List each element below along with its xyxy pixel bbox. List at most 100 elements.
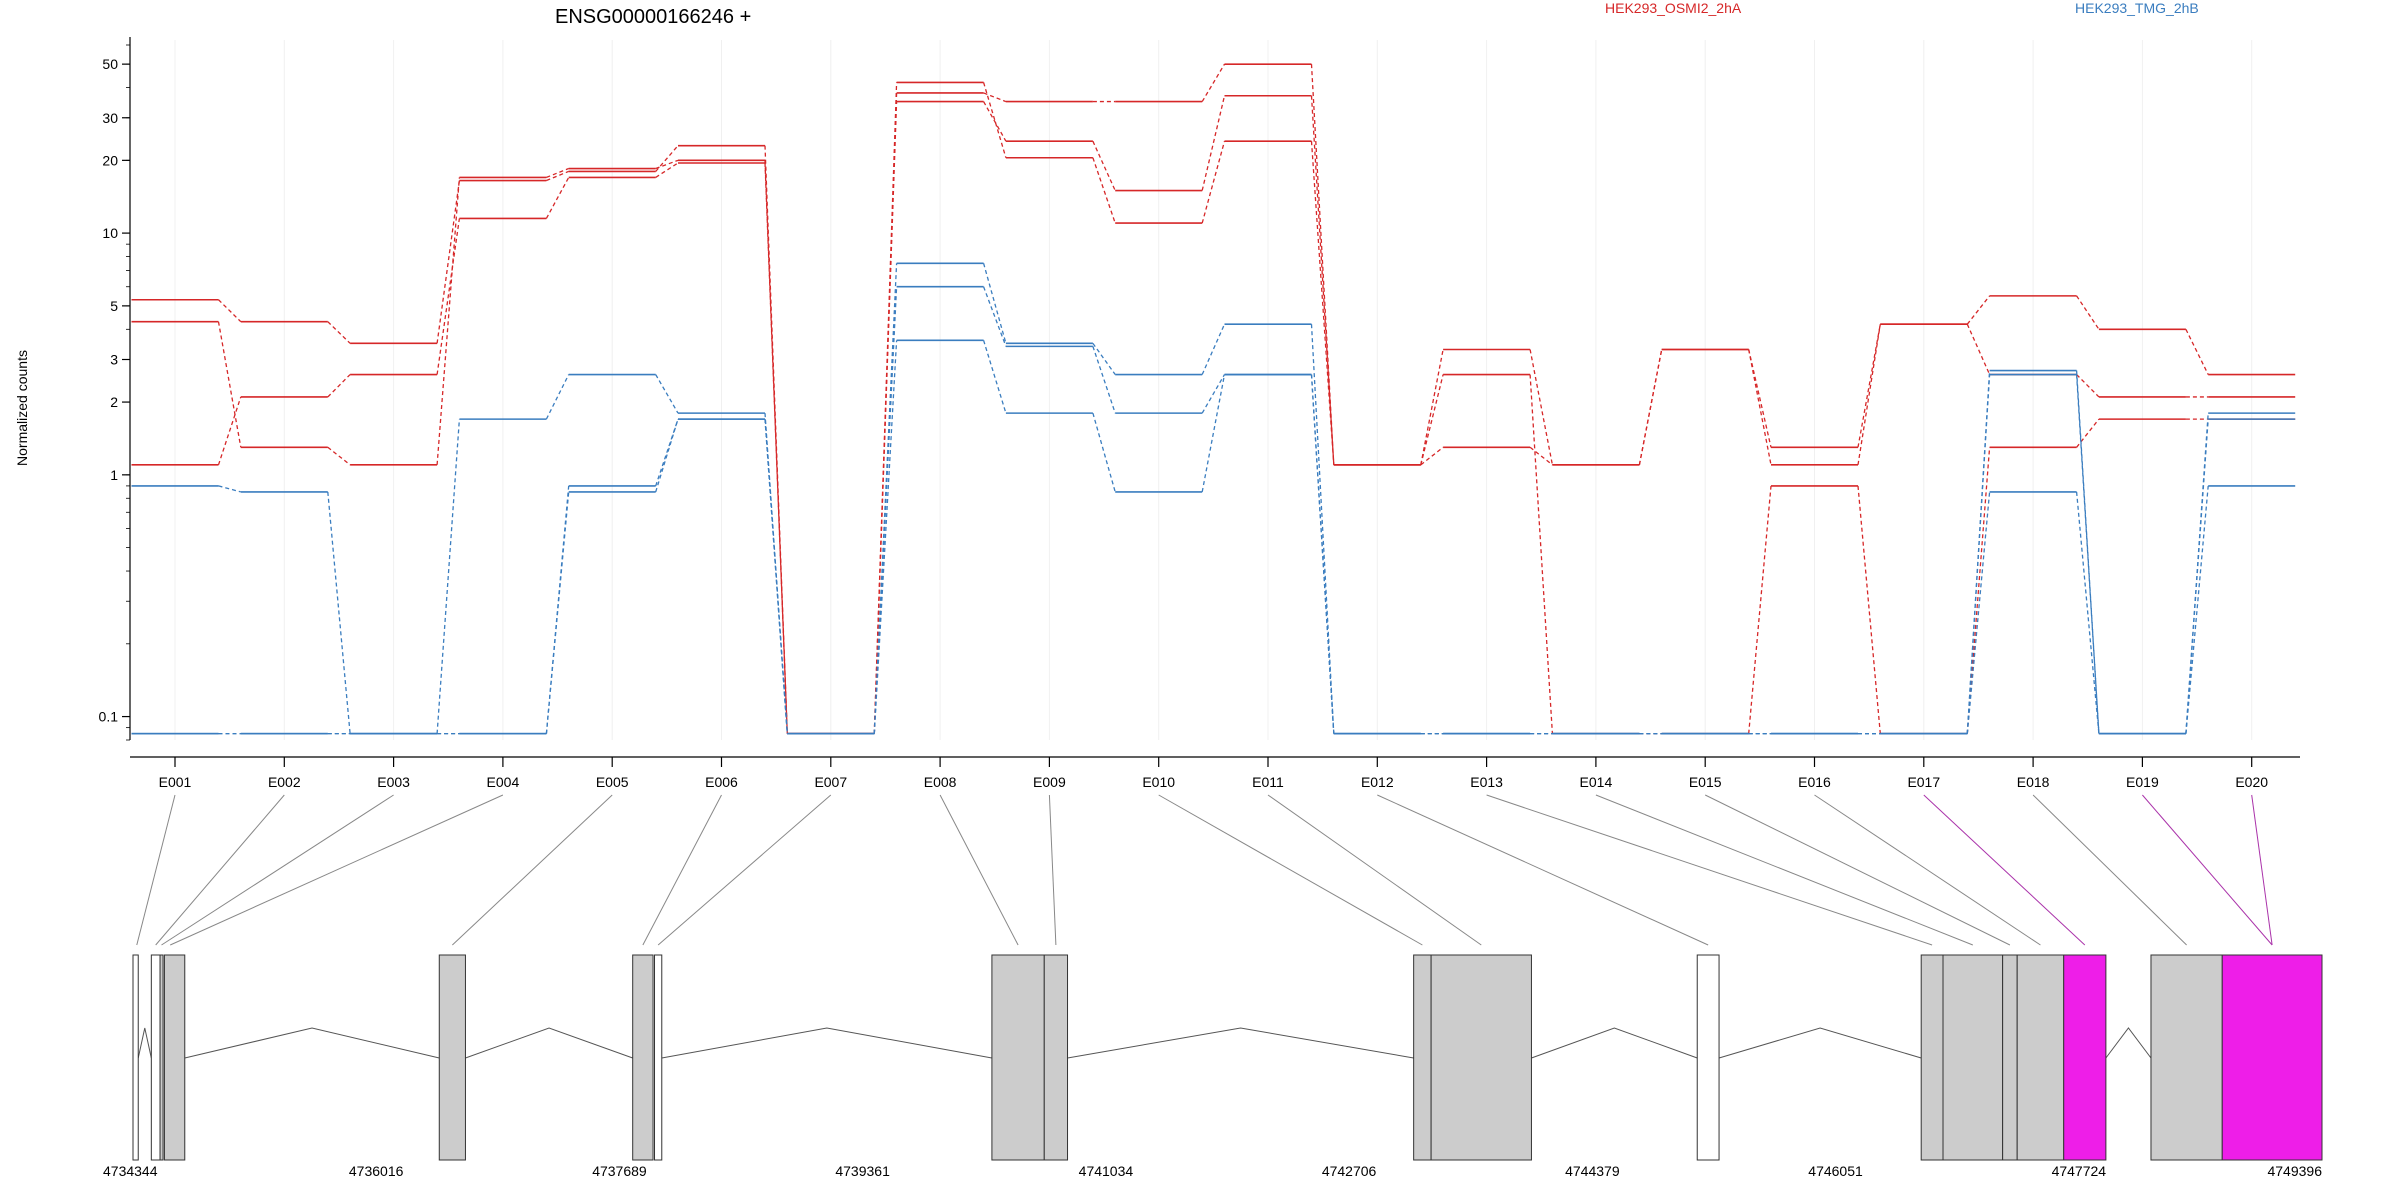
bin-link <box>155 794 285 946</box>
data-transition <box>655 374 679 414</box>
exon-box <box>132 954 139 1161</box>
data-transition <box>1201 374 1226 493</box>
x-tick-label-e009: E009 <box>1033 774 1066 790</box>
bin-link <box>657 794 832 946</box>
data-transition <box>1748 349 1772 465</box>
data-transition <box>1092 140 1116 191</box>
genomic-coordinate-label: 4741034 <box>1079 1163 1134 1179</box>
bin-link <box>1814 794 2041 946</box>
bin-link <box>1158 794 1423 946</box>
intron-line <box>465 1027 633 1059</box>
x-tick-label-e011: E011 <box>1252 774 1284 790</box>
data-transition <box>1310 374 1335 734</box>
data-transition <box>327 446 351 466</box>
exon-box <box>163 954 186 1161</box>
x-tick-label-e017: E017 <box>1907 774 1940 790</box>
y-tick-label: 0.1 <box>99 709 119 725</box>
data-transition <box>545 491 570 734</box>
series-2 <box>131 81 2296 735</box>
series-3 <box>131 262 2296 735</box>
data-transition <box>1310 141 1335 465</box>
bin-link <box>2251 794 2273 946</box>
data-transition <box>1966 295 1991 325</box>
x-tick-label-e007: E007 <box>814 774 847 790</box>
bin-to-exon-links <box>136 794 2273 946</box>
genomic-coordinate-label: 4744379 <box>1565 1163 1620 1179</box>
data-transition <box>1529 446 1553 466</box>
data-transition <box>217 396 242 466</box>
data-transition <box>1420 349 1444 465</box>
data-transition <box>1201 141 1226 224</box>
intron-line <box>184 1027 440 1059</box>
x-tick-label-e014: E014 <box>1580 774 1613 790</box>
data-transition <box>1420 374 1444 465</box>
data-transition <box>436 180 461 344</box>
data-transition <box>1092 342 1116 375</box>
y-axis-label: Normalized counts <box>14 350 30 466</box>
data-transition <box>327 491 351 734</box>
data-transition <box>1966 374 1991 734</box>
exon-box <box>654 954 663 1161</box>
intron-line <box>137 1027 152 1059</box>
genomic-coordinate-label: 4742706 <box>1322 1163 1377 1179</box>
data-transition <box>1310 324 1335 734</box>
bin-link <box>1704 794 2011 946</box>
data-transition <box>218 485 241 493</box>
exon-box <box>1920 954 1944 1161</box>
genomic-coordinate-label: 4739361 <box>835 1163 890 1179</box>
genomic-coordinate-label: 4737689 <box>592 1163 647 1179</box>
data-transition <box>1966 323 1991 375</box>
intron-line <box>2105 1027 2152 1059</box>
x-tick-label-e012: E012 <box>1361 774 1394 790</box>
data-transition <box>2075 491 2100 734</box>
legend-entry-tmg: HEK293_TMG_2hB <box>2075 0 2199 16</box>
exon-box <box>2150 954 2223 1161</box>
genomic-coordinate-axis: 4734344 4736016 4737689 4739361 4741034 47427… <box>103 1163 2322 1179</box>
x-tick-label-e013: E013 <box>1470 774 1503 790</box>
x-tick-label-e006: E006 <box>705 774 738 790</box>
x-tick-label-e018: E018 <box>2017 774 2050 790</box>
bin-link <box>1923 794 2086 946</box>
bin-link <box>161 794 394 946</box>
data-transition <box>2076 295 2100 330</box>
data-transition <box>982 286 1007 347</box>
bin-link <box>1595 794 1974 946</box>
bin-link <box>2142 794 2273 946</box>
x-tick-label-e005: E005 <box>596 774 629 790</box>
y-tick-label: 3 <box>110 352 118 368</box>
x-tick-label-e001: E001 <box>159 774 192 790</box>
data-transition <box>545 177 570 219</box>
legend-entry-osmi2: HEK293_OSMI2_2hA <box>1605 0 1742 16</box>
exon-box <box>150 954 161 1161</box>
data-transition <box>983 101 1007 142</box>
series-4 <box>131 285 2296 735</box>
series-0 <box>131 63 2296 735</box>
gene-model <box>132 954 2323 1161</box>
y-tick-label: 30 <box>102 110 118 126</box>
data-transition <box>1638 349 1663 465</box>
data-transition <box>764 160 788 734</box>
bin-link <box>1377 794 1709 946</box>
data-transition <box>2076 374 2100 398</box>
data-transition <box>1201 323 1226 375</box>
genomic-coordinate-label: 4734344 <box>103 1163 158 1179</box>
data-transition <box>1857 485 1881 734</box>
intron-line <box>661 1027 992 1059</box>
y-tick-label: 2 <box>110 394 118 410</box>
intron-line <box>1067 1027 1414 1059</box>
data-transition <box>1857 324 1881 448</box>
data-transition <box>1310 64 1335 465</box>
exon-box <box>438 954 466 1161</box>
bin-link <box>170 794 504 946</box>
exon-box <box>632 954 654 1161</box>
exon-box <box>991 954 1045 1161</box>
y-tick-label: 5 <box>110 298 118 314</box>
data-transition <box>873 92 898 734</box>
y-axis: 0.1 1 2 3 5 10 20 30 50 <box>99 37 131 741</box>
grid-lines <box>174 40 2253 740</box>
bin-link <box>1267 794 1482 946</box>
data-transition <box>982 263 1007 344</box>
data-transition <box>655 159 679 170</box>
data-transition <box>655 145 679 172</box>
